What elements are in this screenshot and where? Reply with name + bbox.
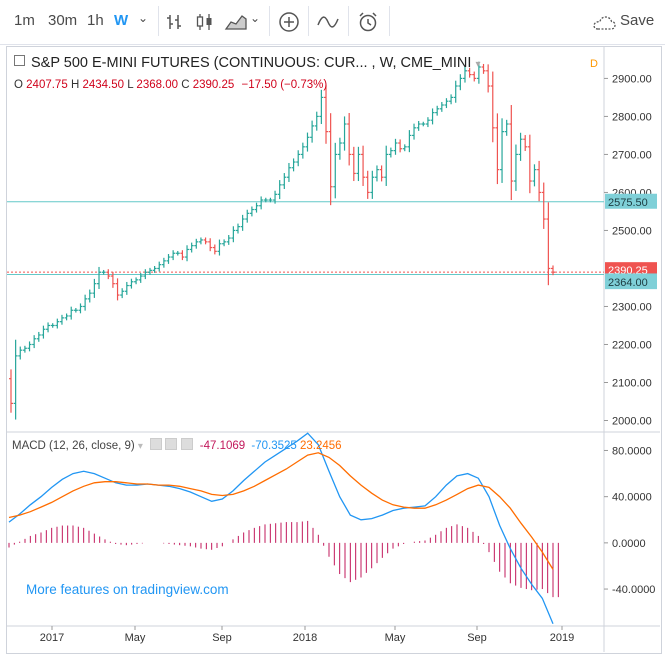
ohlc-legend: O 2407.75 H 2434.50 L 2368.00 C 2390.25 … xyxy=(14,79,327,91)
time-axis-label: May xyxy=(385,632,406,644)
price-tick-label: 2700.00 xyxy=(612,149,652,161)
promo-link[interactable]: More features on tradingview.com xyxy=(26,582,229,597)
price-tick-label: 2800.00 xyxy=(612,111,652,123)
symbol-title: S&P 500 E-MINI FUTURES (CONTINUOUS: CUR.… xyxy=(31,55,472,71)
signal-line xyxy=(8,452,554,570)
save-button[interactable]: Save xyxy=(620,12,655,29)
time-axis-label: 2018 xyxy=(293,632,317,644)
candlestick-icon[interactable] xyxy=(195,12,215,32)
price-axis-label-bg xyxy=(605,262,657,278)
alarm-clock-icon[interactable] xyxy=(356,10,380,34)
macd-title: MACD (12, 26, close, 9) xyxy=(12,440,135,452)
interval-1m[interactable]: 1m xyxy=(14,12,35,29)
price-axis-label: 2575.50 xyxy=(608,197,648,209)
toolbar-divider xyxy=(269,6,270,36)
toolbar-divider xyxy=(158,6,159,36)
macd-tick-label: 0.0000 xyxy=(612,538,646,550)
settings-icon[interactable] xyxy=(150,438,163,450)
toolbar-divider xyxy=(348,6,349,36)
price-tick-label: 2200.00 xyxy=(612,339,652,351)
price-tick-label: 2000.00 xyxy=(612,415,652,427)
close-label: C xyxy=(181,79,190,91)
bar-chart-icon[interactable] xyxy=(166,12,186,32)
low-value: 2368.00 xyxy=(136,79,178,91)
macd-legend: MACD (12, 26, close, 9) ▾ -47.1069 -70.3… xyxy=(12,438,342,452)
price-axis-label-bg xyxy=(605,193,657,209)
time-axis-label: Sep xyxy=(467,632,487,644)
toolbar-divider xyxy=(308,6,309,36)
close-value: 2390.25 xyxy=(192,79,235,91)
interval-w[interactable]: W xyxy=(114,12,129,29)
interval-30m[interactable]: 30m xyxy=(48,12,78,29)
cloud-icon[interactable] xyxy=(591,14,617,32)
symbol-legend: S&P 500 E-MINI FUTURES (CONTINUOUS: CUR.… xyxy=(14,55,480,71)
area-chart-icon[interactable] xyxy=(224,12,248,32)
macd-line-value: -70.3525 xyxy=(251,440,297,452)
price-tick-label: 2300.00 xyxy=(612,301,652,313)
change-value: −17.50 (−0.73%) xyxy=(241,79,328,91)
eye-icon[interactable] xyxy=(165,438,178,450)
chart-frame xyxy=(6,46,662,654)
open-label: O xyxy=(14,79,23,91)
high-value: 2434.50 xyxy=(82,79,125,91)
toolbar: 1m 30m 1h W ⌄ ⌄ Save xyxy=(0,0,665,45)
price-tick-label: 2500.00 xyxy=(612,225,652,237)
time-axis-label: 2019 xyxy=(550,632,574,644)
macd-tick-label: -40.0000 xyxy=(612,584,655,596)
collapse-icon[interactable] xyxy=(14,55,25,66)
macd-signal-value: 23.2456 xyxy=(299,440,342,452)
low-label: L xyxy=(127,79,134,91)
chevron-down-icon[interactable]: ▾ xyxy=(137,441,143,452)
interval-1h[interactable]: 1h xyxy=(87,12,104,29)
macd-tick-label: 40.0000 xyxy=(612,492,652,504)
price-axis-label: 2364.00 xyxy=(608,277,648,289)
open-value: 2407.75 xyxy=(26,79,68,91)
plus-circle-icon[interactable] xyxy=(278,11,300,33)
time-axis-label: 2017 xyxy=(40,632,64,644)
d-marker: D xyxy=(590,58,598,70)
chevron-down-icon[interactable]: ⌄ xyxy=(250,11,261,25)
high-label: H xyxy=(70,79,80,91)
delete-icon[interactable] xyxy=(180,438,193,450)
macd-tick-label: 80.0000 xyxy=(612,445,652,457)
toolbar-divider xyxy=(389,6,390,36)
indicator-wave-icon[interactable] xyxy=(316,12,340,32)
macd-hist-value: -47.1069 xyxy=(199,440,246,452)
chevron-down-icon[interactable]: ⌄ xyxy=(138,11,149,25)
macd-line xyxy=(8,432,554,624)
price-axis-label-bg xyxy=(605,274,657,290)
price-tick-label: 2900.00 xyxy=(612,73,652,85)
chevron-down-icon[interactable]: ▾ xyxy=(475,59,481,70)
time-axis-label: Sep xyxy=(212,632,232,644)
price-tick-label: 2100.00 xyxy=(612,377,652,389)
time-axis-label: May xyxy=(125,632,146,644)
